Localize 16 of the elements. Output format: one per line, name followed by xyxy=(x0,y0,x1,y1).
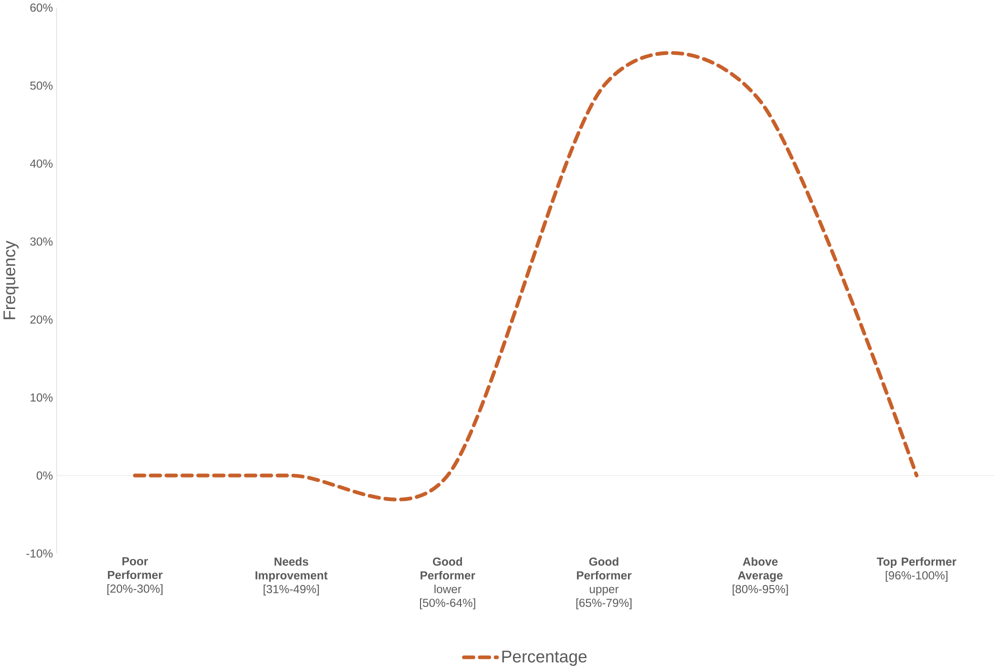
y-tick-label: 50% xyxy=(30,81,53,90)
x-tick-label: Top Performer [96%-100%] xyxy=(876,557,956,582)
x-tick-label: Good Performer upper [65%-79%] xyxy=(576,557,632,610)
y-tick-label: 30% xyxy=(30,237,53,246)
y-tick-label: 60% xyxy=(30,3,53,12)
x-tick-label: Needs Improvement [31%-49%] xyxy=(256,557,328,596)
x-tick-label: Good Performer lower [50%-64%] xyxy=(420,557,476,610)
x-tick-label: Above Average [80%-95%] xyxy=(732,557,788,596)
y-tick-label: 0% xyxy=(36,471,53,480)
y-tick-label: 40% xyxy=(30,159,53,168)
x-tick-label: Poor Performer [20%-30%] xyxy=(107,557,162,595)
legend-label: Percentage xyxy=(502,650,587,666)
y-tick-label: 10% xyxy=(30,393,53,402)
y-tick-label: -10% xyxy=(26,549,53,558)
y-axis-title: Frequency xyxy=(4,240,19,320)
y-tick-label: 20% xyxy=(30,315,53,324)
